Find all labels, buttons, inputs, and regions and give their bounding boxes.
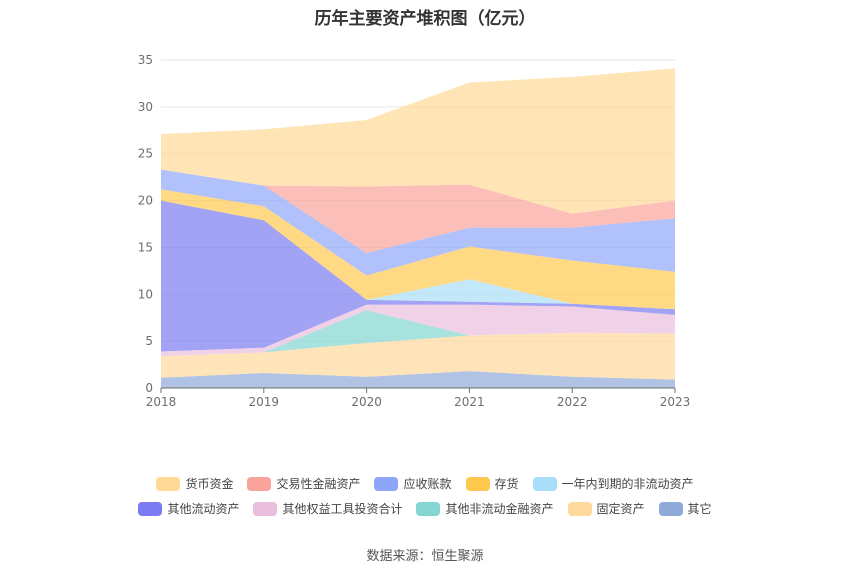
y-tick-label: 30	[138, 100, 153, 114]
area-series-0	[161, 371, 675, 388]
y-tick-label: 20	[138, 194, 153, 208]
legend-swatch	[247, 476, 272, 491]
legend-swatch	[465, 476, 490, 491]
x-tick-label: 2020	[351, 395, 382, 409]
y-tick-label: 35	[138, 53, 153, 67]
chart-title: 历年主要资产堆积图（亿元）	[314, 9, 536, 29]
x-tick-label: 2021	[454, 395, 485, 409]
x-tick-label: 2023	[660, 395, 691, 409]
legend-label: 应收账款	[403, 477, 452, 491]
area-series-1	[161, 332, 675, 380]
legend-row-2: 其他流动资产 其他权益工具投资合计 其他非流动金融资产 固定资产 其它	[0, 496, 850, 521]
legend-item[interactable]: 固定资产	[567, 500, 645, 517]
legend-swatch	[253, 501, 278, 516]
area-series-2	[161, 310, 675, 357]
legend-swatch	[567, 501, 592, 516]
legend-label: 其他流动资产	[167, 502, 240, 516]
y-tick-label: 25	[138, 147, 153, 161]
legend-item[interactable]: 其他权益工具投资合计	[253, 500, 402, 517]
area-series-7	[161, 169, 675, 276]
x-tick-label: 2018	[146, 395, 177, 409]
legend-item[interactable]: 其它	[658, 500, 712, 517]
legend-label: 其它	[687, 502, 712, 516]
y-tick-label: 10	[138, 287, 153, 301]
area-series-3	[161, 304, 675, 357]
area-series-9	[161, 68, 675, 214]
area-series-6	[161, 189, 675, 310]
legend-swatch	[416, 501, 441, 516]
data-source-note: 数据来源：恒生聚源	[366, 549, 484, 564]
area-series	[161, 68, 675, 388]
legend-swatch	[138, 501, 163, 516]
axes: 0 5 10 15 20 25 30 35 2018 2019 2020 2021 2022 2023	[138, 53, 691, 409]
legend-label: 其他权益工具投资合计	[282, 502, 403, 516]
legend-label: 其他非流动金融资产	[445, 502, 554, 516]
area-series-4	[161, 200, 675, 352]
legend: 货币资金 交易性金融资产 应收账款 存货 一年内到期的非流动资产 其他流动资产 其他权益工…	[0, 471, 850, 521]
x-tick-label: 2022	[557, 395, 588, 409]
legend-label: 货币资金	[185, 477, 234, 491]
legend-swatch	[374, 476, 399, 491]
legend-label: 固定资产	[596, 502, 645, 516]
legend-swatch	[532, 476, 557, 491]
legend-label: 存货	[494, 477, 519, 491]
legend-item[interactable]: 交易性金融资产	[247, 475, 360, 492]
legend-item[interactable]: 存货	[465, 475, 519, 492]
legend-swatch	[156, 476, 181, 491]
legend-item[interactable]: 其他流动资产	[138, 500, 239, 517]
legend-item[interactable]: 其他非流动金融资产	[416, 500, 554, 517]
legend-label: 一年内到期的非流动资产	[561, 477, 694, 491]
legend-item[interactable]: 应收账款	[374, 475, 452, 492]
legend-item[interactable]: 一年内到期的非流动资产	[532, 475, 694, 492]
legend-row-1: 货币资金 交易性金融资产 应收账款 存货 一年内到期的非流动资产	[0, 471, 850, 496]
y-tick-label: 0	[145, 381, 153, 395]
y-tick-label: 15	[138, 240, 153, 254]
legend-swatch	[658, 501, 683, 516]
legend-item[interactable]: 货币资金	[156, 475, 233, 492]
area-series-8	[161, 169, 675, 254]
x-tick-label: 2019	[249, 395, 280, 409]
legend-label: 交易性金融资产	[276, 477, 361, 491]
y-tick-label: 5	[145, 334, 153, 348]
